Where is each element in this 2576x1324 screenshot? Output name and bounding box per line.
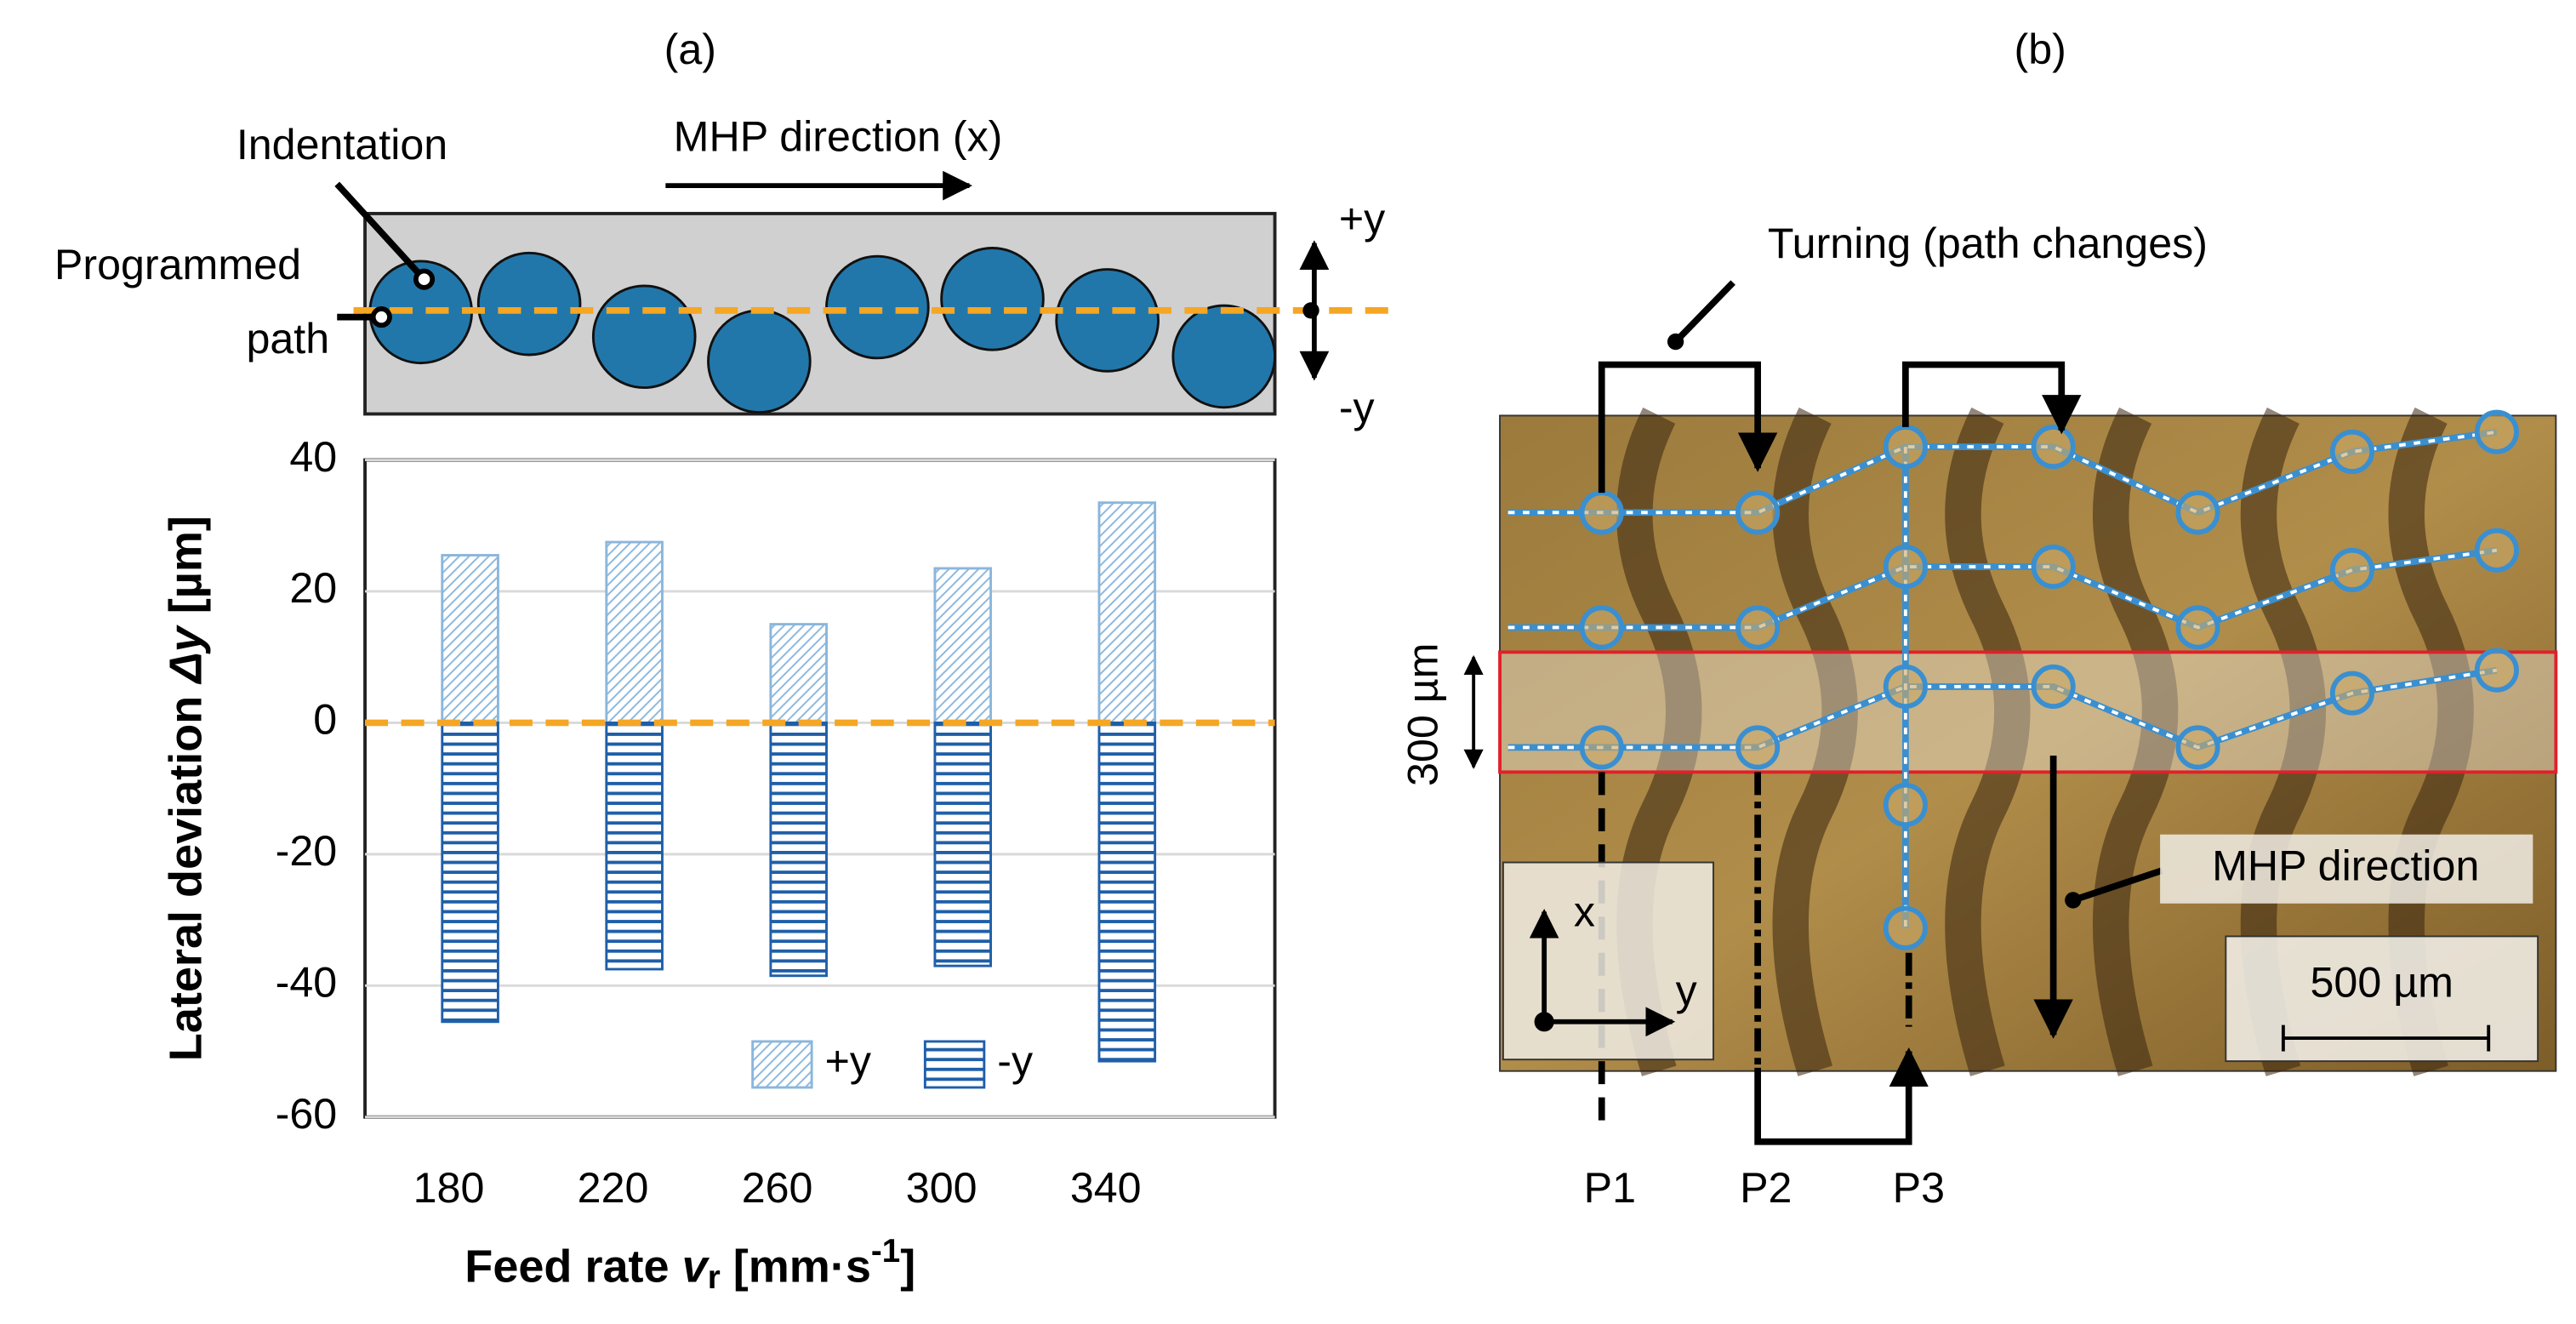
bar bbox=[605, 540, 664, 724]
bar bbox=[605, 721, 664, 971]
axis-label: y bbox=[1676, 967, 1697, 1014]
annotation: Indentation bbox=[237, 121, 447, 168]
bar bbox=[769, 623, 828, 724]
x-label-part: [mm·s bbox=[721, 1241, 871, 1293]
y-label-part: Δy bbox=[161, 624, 212, 684]
x-label-part: Feed rate bbox=[464, 1241, 681, 1293]
bar bbox=[933, 567, 993, 724]
schematic: Indentation Programmed path MHP directio… bbox=[54, 112, 1393, 431]
legend-swatch bbox=[751, 1040, 813, 1089]
annotation: -y bbox=[1339, 384, 1375, 431]
bar bbox=[441, 554, 499, 724]
x-label-part: r bbox=[708, 1259, 721, 1296]
y-label-part: [µm] bbox=[161, 516, 212, 626]
path-label: P1 bbox=[1584, 1164, 1636, 1212]
x-tick-label: 180 bbox=[413, 1164, 485, 1212]
legend-label: -y bbox=[997, 1037, 1033, 1085]
y-tick-label: -20 bbox=[276, 827, 338, 875]
x-label-part: ] bbox=[900, 1241, 915, 1293]
y-tick-label: 40 bbox=[289, 433, 337, 481]
bar bbox=[933, 721, 993, 967]
y-tick-label: -40 bbox=[276, 959, 338, 1007]
x-tick-label: 260 bbox=[742, 1164, 813, 1212]
y-tick-label: 20 bbox=[289, 564, 337, 612]
y-axis-label: Lateral deviation Δy [µm] bbox=[161, 516, 212, 1061]
x-tick-label: 340 bbox=[1070, 1164, 1142, 1212]
annotation: MHP direction (x) bbox=[674, 112, 1003, 160]
y-label-part: Lateral deviation bbox=[161, 683, 212, 1062]
annotation: 300 µm bbox=[1399, 643, 1446, 786]
annotation: MHP direction bbox=[2212, 842, 2479, 890]
y-tick-label: -60 bbox=[276, 1090, 338, 1138]
x-tick-label: 220 bbox=[578, 1164, 649, 1212]
x-axis-label: Feed rate vr [mm·s-1] bbox=[464, 1233, 915, 1296]
x-tick-label: 300 bbox=[906, 1164, 977, 1212]
bar bbox=[769, 721, 828, 978]
plot: -60 -40 -20 0 20 40 180 220 260 300 340 +y -y bbox=[276, 433, 1275, 1212]
panel-label: (a) bbox=[664, 26, 716, 73]
axis-label: x bbox=[1574, 888, 1595, 936]
legend-label: +y bbox=[825, 1037, 871, 1085]
annotation: Turning (path changes) bbox=[1768, 220, 2208, 267]
annotation: +y bbox=[1339, 195, 1385, 243]
panel-label: (b) bbox=[2015, 26, 2066, 73]
x-label-part: -1 bbox=[871, 1233, 900, 1270]
annotation: path bbox=[246, 315, 329, 362]
x-label-part: v bbox=[682, 1241, 710, 1293]
path-label: P3 bbox=[1893, 1164, 1945, 1212]
scale-label: 500 µm bbox=[2311, 959, 2453, 1007]
micrograph: Turning (path changes) 300 µm MHP direct… bbox=[1399, 220, 2558, 1212]
bar bbox=[1097, 501, 1157, 724]
bar bbox=[441, 721, 499, 1024]
annotation: Programmed bbox=[54, 241, 301, 288]
y-tick-label: 0 bbox=[313, 696, 337, 744]
legend-swatch bbox=[923, 1040, 986, 1089]
path-label: P2 bbox=[1740, 1164, 1792, 1212]
bar bbox=[1097, 721, 1157, 1063]
